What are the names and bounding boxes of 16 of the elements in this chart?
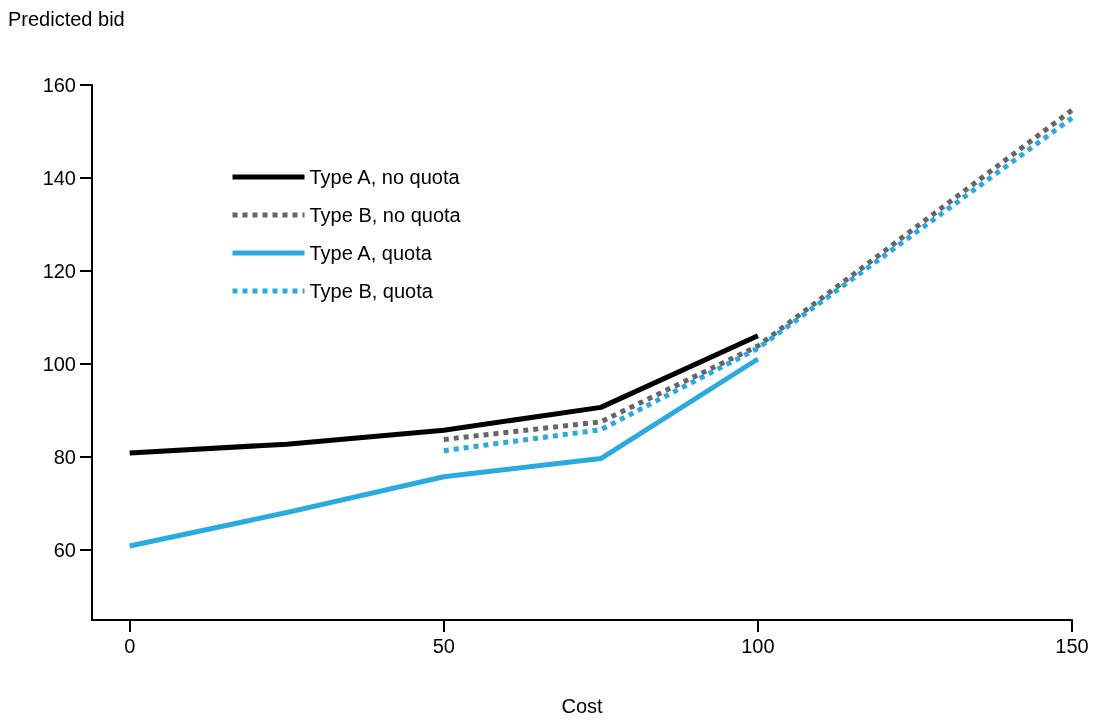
- x-axis-title: Cost: [561, 695, 603, 717]
- y-axis-title: Predicted bid: [8, 8, 125, 30]
- y-tick-label: 60: [53, 539, 76, 562]
- y-tick-label: 120: [42, 260, 76, 283]
- legend-label: Type B, quota: [309, 280, 434, 302]
- legend-label: Type B, no quota: [309, 204, 462, 226]
- y-tick-label: 160: [42, 74, 76, 96]
- y-tick-label: 80: [53, 446, 76, 469]
- y-tick-label: 100: [42, 353, 76, 376]
- x-tick-label: 50: [432, 635, 455, 657]
- x-tick-label: 100: [741, 635, 775, 657]
- x-tick-label: 0: [124, 635, 136, 657]
- legend-label: Type A, quota: [309, 242, 433, 264]
- x-tick-label: 150: [1055, 635, 1089, 657]
- legend-label: Type A, no quota: [309, 166, 461, 188]
- y-tick-label: 140: [42, 167, 76, 190]
